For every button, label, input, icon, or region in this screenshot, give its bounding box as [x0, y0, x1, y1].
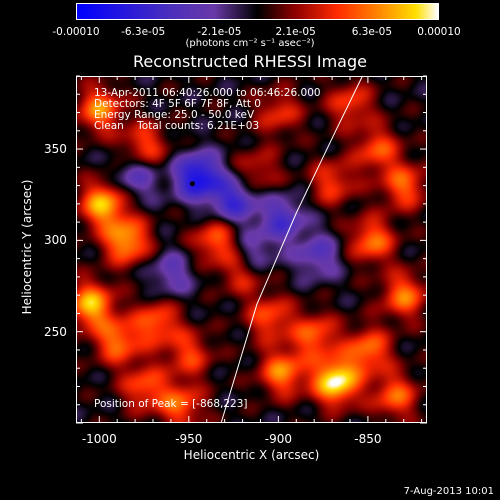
axis-tick-marks	[76, 75, 427, 424]
plot-overlay	[76, 75, 427, 424]
annotation-energy-range: Energy Range: 25.0 - 50.0 keV	[94, 109, 255, 121]
x-tick-label: -900	[264, 432, 292, 446]
annotation-clean-counts: Clean Total counts: 6.21E+03	[94, 120, 260, 132]
solar-limb-line	[220, 75, 363, 424]
annotation-detectors: Detectors: 4F 5F 6F 7F 8F, Att 0	[94, 98, 261, 110]
colorbar-tick-label: 2.1e-05	[275, 26, 316, 38]
plot-frame	[76, 76, 427, 423]
colorbar-tick-label: -6.3e-05	[121, 26, 166, 38]
colorbar-tick-label: -0.00010	[52, 26, 100, 38]
colorbar-tick-label: -2.1e-05	[197, 26, 242, 38]
y-tick-label: 350	[44, 142, 67, 157]
annotation-peak-position: Position of Peak = [-868,223]	[94, 398, 248, 410]
x-tick-label: -950	[175, 432, 203, 446]
x-axis-label: Heliocentric X (arcsec)	[183, 448, 320, 462]
colorbar-tick-label: 6.3e-05	[351, 26, 392, 38]
footer-date: 7-Aug-2013 10:01	[403, 486, 494, 497]
colorbar-unit-label: (photons cm⁻² s⁻¹ asec⁻²)	[185, 38, 315, 49]
y-axis-label: Heliocentric Y (arcsec)	[20, 179, 34, 315]
minimum-marker	[189, 181, 195, 187]
x-tick-label: -850	[354, 432, 382, 446]
colorbar	[76, 3, 439, 20]
colorbar-tick-label: 0.00010	[417, 26, 461, 38]
y-tick-label: 250	[44, 324, 67, 339]
heatmap-image	[76, 76, 427, 423]
annotation-time-range: 13-Apr-2011 06:40:26.000 to 06:46:26.000	[94, 87, 321, 99]
plot-area	[76, 75, 427, 424]
chart-title: Reconstructed RHESSI Image	[133, 52, 367, 71]
y-tick-label: 300	[44, 233, 67, 248]
x-tick-label: -1000	[81, 432, 117, 446]
